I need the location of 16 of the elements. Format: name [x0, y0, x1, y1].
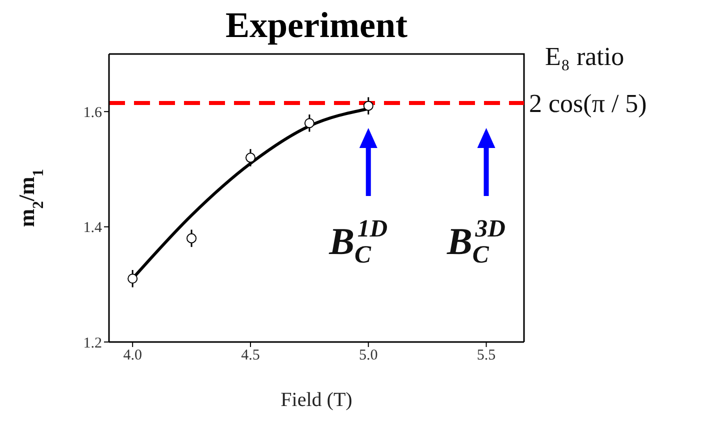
x-tick-label: 5.5	[476, 348, 496, 364]
x-tick-label: 4.5	[241, 348, 260, 364]
y-tick-label: 1.4	[83, 220, 102, 236]
point	[245, 152, 256, 163]
x-axis-title: Field (T)	[280, 389, 352, 411]
point	[363, 100, 374, 111]
chart-title: Experiment	[224, 4, 408, 46]
x-tick-label: 5.0	[359, 348, 378, 364]
point	[186, 233, 197, 244]
text: E₈ ratio	[545, 42, 624, 72]
point	[128, 274, 138, 284]
y-tick-label: 1.6	[83, 104, 102, 121]
y-tick-label: 1.2	[83, 335, 102, 352]
ref-line-label: 2 cos(π / 5)	[529, 89, 647, 118]
x-tick-label: 4.0	[123, 348, 142, 364]
point	[304, 118, 314, 128]
